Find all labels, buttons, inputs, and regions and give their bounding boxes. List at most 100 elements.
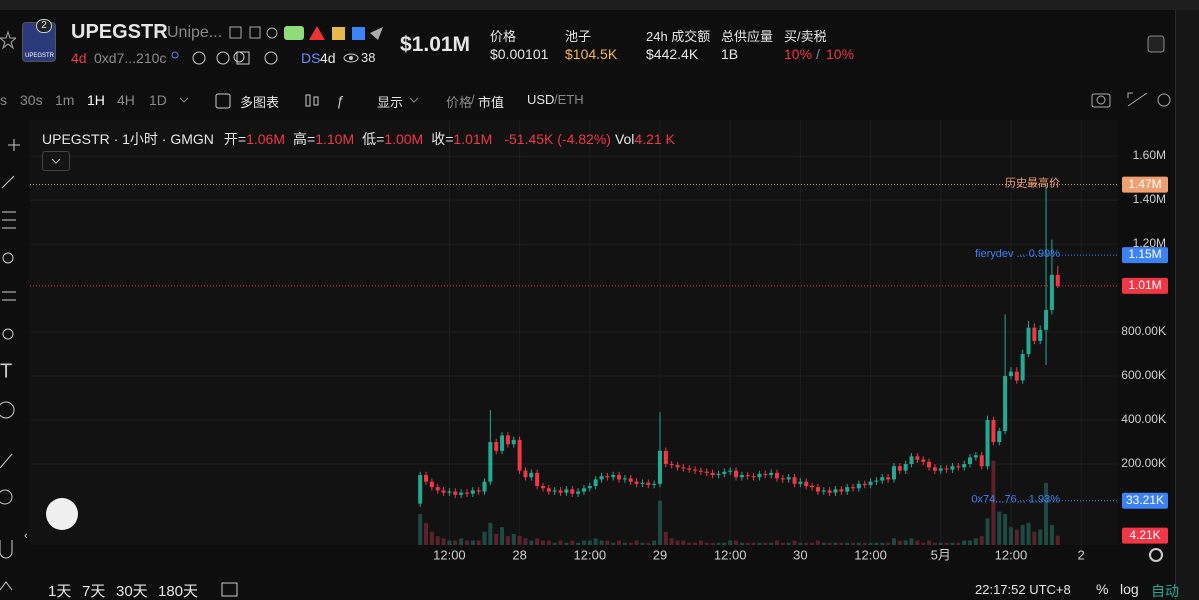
range[interactable]: 180天	[158, 583, 199, 600]
candle-body	[599, 476, 604, 480]
candle-body	[453, 491, 458, 495]
mcap-toggle[interactable]: 市值	[478, 95, 505, 110]
volume-bar	[798, 542, 803, 545]
x-tick-label: 5月	[931, 547, 951, 562]
eth-toggle[interactable]: /ETH	[554, 92, 584, 107]
volume-bar	[634, 540, 639, 545]
price-badge	[1122, 277, 1168, 294]
legend-value: 1.10M	[315, 131, 355, 147]
range[interactable]: 30天	[116, 583, 148, 600]
volume-bar	[1014, 529, 1019, 545]
candle-body	[734, 470, 739, 478]
volume-bar	[476, 540, 481, 545]
tv-logo[interactable]	[46, 498, 78, 530]
interval[interactable]: 30s	[20, 92, 43, 108]
address[interactable]: 0xd7...210c	[94, 50, 167, 66]
drawing-tools[interactable]: T ‹	[0, 120, 28, 600]
volume-bar	[1026, 522, 1031, 545]
candle-body	[1003, 376, 1008, 432]
volume-bar	[827, 542, 832, 545]
volume-bar	[424, 522, 429, 545]
volume-bar	[418, 513, 423, 545]
volume-bar	[488, 522, 493, 545]
chart-tools[interactable]	[1090, 90, 1180, 110]
volume-bar	[482, 531, 487, 545]
settings-icon[interactable]	[1147, 546, 1165, 564]
stat-label: 24h 成交额	[646, 29, 711, 44]
volume-bar	[540, 540, 545, 545]
candle-body	[1032, 327, 1037, 341]
candle-body	[424, 475, 429, 482]
percent-toggle[interactable]: %	[1096, 581, 1109, 597]
candle-body	[751, 476, 756, 478]
candle-body	[979, 455, 984, 467]
x-tick-label: 29	[653, 547, 667, 562]
candle-body	[447, 491, 452, 493]
token-symbol: UPEGSTR	[71, 21, 168, 43]
candle-body	[851, 487, 856, 489]
interval[interactable]: 1m	[55, 92, 75, 108]
toolbar-icons[interactable]: ƒ	[176, 92, 546, 110]
interval[interactable]: 1H	[87, 92, 105, 108]
collapse-button[interactable]	[42, 151, 70, 171]
volume-bar	[500, 527, 505, 545]
volume-bar	[494, 533, 499, 545]
interval[interactable]: s	[0, 92, 7, 108]
price-toggle[interactable]: 价格	[446, 95, 473, 110]
multi-chart[interactable]: 多图表	[240, 95, 280, 110]
price-badge-label: 4.21K	[1129, 528, 1160, 542]
candle-body	[973, 455, 978, 458]
volume-bar	[728, 540, 733, 545]
candle-body	[698, 470, 703, 472]
range[interactable]: 7天	[82, 583, 106, 600]
candle-body	[558, 490, 563, 493]
calendar-icon[interactable]	[220, 580, 240, 598]
candle-body	[745, 475, 750, 477]
volume-bar	[1032, 531, 1037, 545]
volume-bar	[1008, 527, 1013, 545]
usd-toggle[interactable]: USD	[527, 92, 555, 107]
header-icons[interactable]	[228, 24, 383, 42]
candle-body	[950, 466, 955, 470]
ds[interactable]: DS	[301, 50, 321, 66]
volume-bar	[886, 542, 891, 545]
volume-bar	[891, 538, 896, 545]
candle-body	[1038, 329, 1043, 341]
candle-body	[587, 486, 592, 489]
social-icons[interactable]	[167, 49, 297, 67]
candle-body	[827, 490, 832, 493]
star-icon[interactable]	[0, 30, 16, 50]
volume-bar	[909, 538, 914, 545]
volume-bar	[833, 542, 838, 545]
candle-body	[552, 490, 557, 492]
candle-body	[804, 481, 809, 487]
display[interactable]: 显示	[377, 95, 404, 110]
auto-toggle[interactable]: 自动	[1151, 583, 1179, 599]
candle-body	[564, 489, 569, 493]
stat-value: 1B	[721, 46, 739, 62]
x-tick-label: 12:00	[433, 547, 466, 562]
range[interactable]: 1天	[48, 583, 72, 600]
svg-text:‹: ‹	[24, 530, 28, 542]
candle-body	[681, 467, 686, 469]
candle-body	[494, 442, 499, 451]
interval[interactable]: 4H	[117, 92, 135, 108]
log-toggle[interactable]: log	[1120, 581, 1139, 597]
volume-bar	[441, 538, 446, 545]
candle-body	[810, 486, 815, 488]
ds-age: 4d	[320, 50, 336, 66]
candle-body	[605, 476, 610, 478]
top-strip	[0, 0, 1199, 10]
candle-body	[739, 475, 744, 478]
volume-bar	[640, 542, 645, 545]
interval[interactable]: 1D	[149, 92, 167, 108]
price-line-text: 历史最高价	[1005, 176, 1060, 190]
candle-body	[435, 487, 440, 491]
x-tick-label: 12:00	[854, 547, 887, 562]
volume-bar	[979, 536, 984, 545]
volume-bar	[874, 542, 879, 545]
volume-bar	[956, 542, 961, 545]
volume-bar	[593, 538, 598, 545]
candle-body	[798, 481, 803, 484]
